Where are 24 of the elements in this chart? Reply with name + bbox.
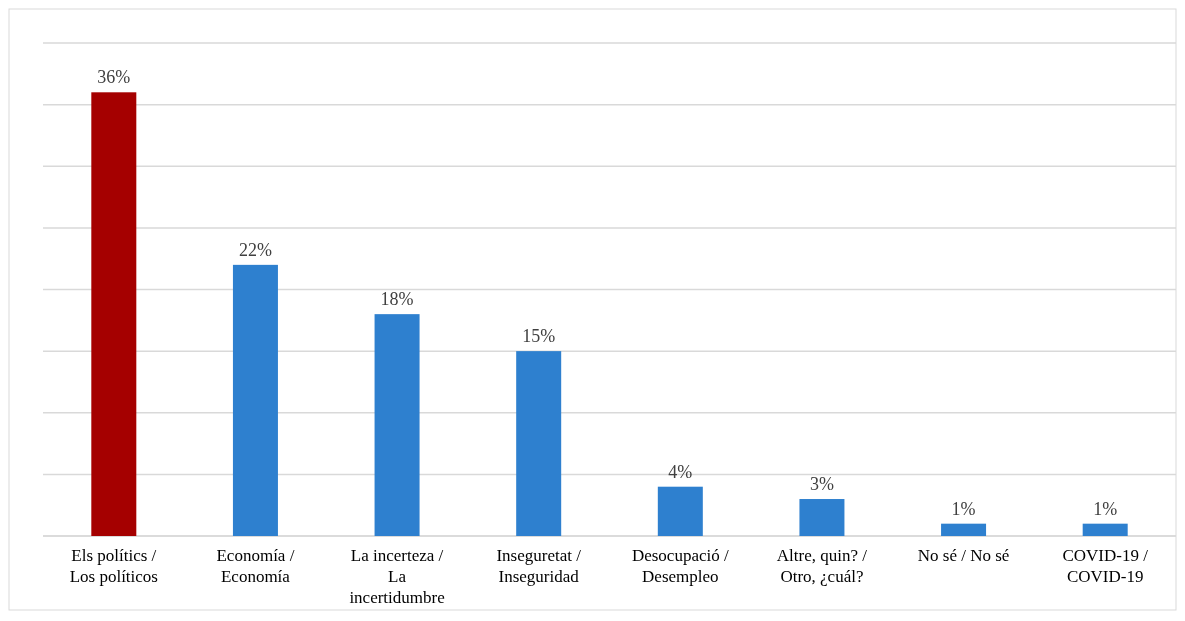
x-tick-label: Desocupació / Desempleo [631,546,729,586]
bar [941,523,987,536]
x-tick-label: Inseguretat / Inseguridad [496,546,582,586]
bar [1082,523,1128,536]
bar [374,314,420,536]
bar [516,351,562,536]
bar [91,92,137,536]
data-label: 18% [380,289,414,310]
bar [232,264,278,536]
data-label: 36% [97,67,131,88]
x-tick-label: No sé / No sé [917,546,1010,565]
data-label: 3% [809,474,834,495]
bar [799,499,845,536]
data-label: 1% [1093,498,1118,519]
x-tick-label: Els polítics / Los políticos [69,546,158,586]
data-label: 4% [668,461,693,482]
data-label: 22% [238,239,272,260]
data-label: 1% [951,498,976,519]
x-tick-label: Economía / Economía [216,546,295,586]
data-label: 15% [522,326,556,347]
x-tick-label: La incerteza / La incertidumbre [349,546,445,607]
x-tick-label: Altre, quin? / Otro, ¿cuál? [776,546,868,586]
x-tick-label: COVID-19 / COVID-19 [1062,546,1149,586]
bar [657,486,703,536]
